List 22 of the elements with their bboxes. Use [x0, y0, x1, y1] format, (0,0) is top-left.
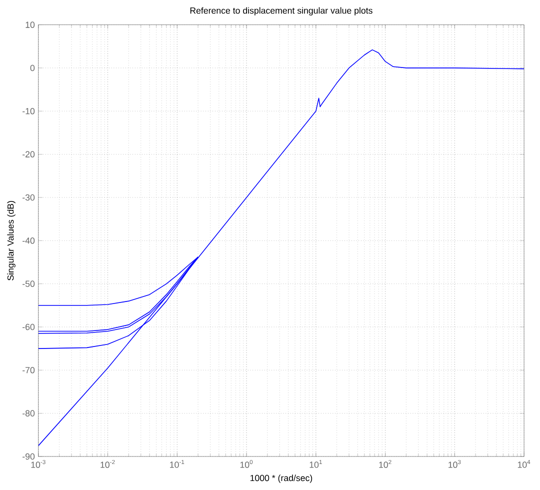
- y-tick-label: 0: [30, 64, 35, 72]
- x-axis-title: 1000 * (rad/sec): [250, 474, 312, 483]
- y-tick-label: -80: [22, 410, 35, 416]
- y-axis-title: Singular Values (dB): [7, 201, 16, 280]
- x-tick-label: 10$^{2}$: [379, 460, 392, 468]
- chart-title: Reference to displacement singular value plots: [190, 7, 372, 16]
- x-tick-label: 10$^{4}$: [518, 460, 530, 468]
- y-tick-label: -30: [22, 194, 35, 201]
- y-tick-label: -40: [22, 237, 35, 244]
- x-tick-label: 10$^{1}$: [310, 460, 322, 468]
- y-tick-label: -20: [22, 151, 35, 158]
- x-tick-label: 10$^{-2}$: [100, 460, 115, 468]
- y-tick-label: -50: [22, 280, 35, 287]
- y-tick-label: -60: [22, 324, 35, 330]
- x-tick-label: 10$^{3}$: [448, 460, 461, 468]
- y-tick-label: 10: [26, 22, 35, 28]
- x-tick-label: 10$^{-3}$: [31, 460, 46, 468]
- y-tick-label: -70: [22, 366, 35, 374]
- y-tick-label: -10: [22, 108, 35, 114]
- x-tick-label: 10$^{-1}$: [170, 460, 184, 468]
- y-tick-label: -90: [22, 453, 35, 460]
- x-tick-label: 10$^{0}$: [240, 460, 253, 468]
